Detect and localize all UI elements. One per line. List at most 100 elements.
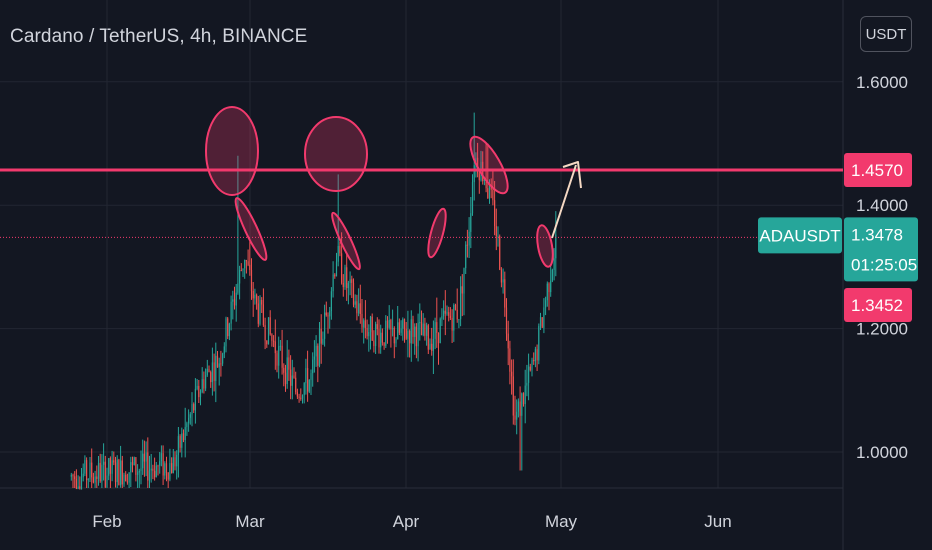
- candle-down-body: [427, 325, 429, 350]
- candle-up-body: [335, 261, 338, 277]
- highlight-circle: [304, 116, 368, 192]
- candle-up-body: [191, 404, 193, 415]
- candle-down-body: [249, 264, 251, 270]
- candle-down-body: [507, 333, 509, 349]
- candle-up-body: [313, 356, 315, 360]
- candle-up-body: [534, 349, 536, 362]
- candle-up-body: [215, 355, 217, 381]
- candle-down-body: [403, 319, 406, 329]
- candle-down-body: [121, 460, 123, 485]
- candle-down-body: [449, 315, 451, 318]
- candle-down-body: [500, 269, 502, 283]
- time-axis[interactable]: Feb Mar Apr May Jun: [92, 512, 731, 531]
- candle-down-body: [393, 327, 395, 344]
- candle-down-body: [351, 279, 353, 283]
- candle-up-body: [140, 468, 142, 471]
- candle-down-body: [514, 415, 516, 420]
- candle-down-body: [424, 323, 426, 336]
- candle-down-body: [376, 324, 378, 329]
- candle-up-body: [108, 458, 110, 476]
- candle-down-body: [327, 315, 329, 317]
- candle-up-body: [286, 357, 288, 385]
- candle-down-body: [165, 463, 168, 473]
- current-price-label: 1.3478: [851, 225, 903, 244]
- candle-up-body: [211, 362, 213, 383]
- symbol-label: ADAUSDT: [759, 226, 840, 245]
- candle-up-body: [407, 330, 409, 339]
- candle-up-body: [89, 462, 91, 480]
- candle-up-body: [392, 327, 394, 330]
- candle-down-body: [325, 312, 327, 316]
- candle-up-body: [128, 472, 130, 483]
- candle-down-body: [342, 282, 344, 288]
- candle-down-body: [284, 372, 287, 384]
- drawings[interactable]: [0, 106, 843, 271]
- candle-up-body: [239, 270, 241, 284]
- candle-up-body: [453, 304, 455, 331]
- candle-down-body: [104, 461, 106, 488]
- candle-down-body: [203, 379, 205, 389]
- candle-up-body: [305, 368, 307, 384]
- price-tick-label: 1.6000: [856, 73, 908, 92]
- candle-down-body: [300, 397, 302, 399]
- candle-up-body: [199, 392, 202, 398]
- candle-up-body: [194, 388, 196, 411]
- candle-down-body: [352, 283, 355, 305]
- candle-up-body: [189, 414, 191, 418]
- candle-down-body: [390, 320, 392, 330]
- candle-down-body: [373, 340, 375, 346]
- candle-up-body: [205, 375, 207, 389]
- candle-down-body: [386, 320, 389, 328]
- candle-up-body: [97, 462, 100, 479]
- candle-up-body: [322, 338, 324, 344]
- candle-down-body: [409, 330, 411, 344]
- candle-down-body: [245, 260, 247, 262]
- candle-down-body: [456, 309, 458, 320]
- candle-up-body: [388, 320, 390, 328]
- candle-down-body: [529, 366, 531, 371]
- candle-down-body: [233, 299, 236, 306]
- candle-down-body: [478, 173, 480, 181]
- candle-down-body: [307, 368, 309, 392]
- candle-up-body: [488, 185, 491, 199]
- candle-up-body: [232, 299, 234, 302]
- currency-button[interactable]: USDT: [860, 16, 912, 52]
- candle-up-body: [181, 433, 183, 448]
- candle-up-body: [470, 213, 472, 232]
- price-axis[interactable]: 1.6000 1.4000 1.2000 1.0000: [856, 73, 908, 462]
- candle-down-body: [485, 179, 487, 189]
- candle-down-body: [548, 283, 550, 293]
- candle-down-body: [131, 462, 134, 465]
- candle-down-body: [216, 355, 219, 368]
- candle-up-body: [553, 258, 555, 270]
- candle-up-body: [363, 320, 365, 328]
- candle-up-body: [70, 474, 72, 477]
- candle-down-body: [466, 244, 468, 246]
- candle-down-body: [152, 468, 154, 471]
- time-tick-label: Apr: [393, 512, 420, 531]
- candle-up-body: [242, 268, 244, 271]
- candle-down-body: [533, 360, 535, 362]
- candle-down-body: [118, 459, 120, 486]
- candle-up-body: [465, 244, 467, 269]
- candle-up-body: [254, 294, 256, 299]
- candle-down-body: [86, 460, 88, 481]
- candle-up-body: [429, 343, 431, 350]
- candle-up-body: [259, 300, 261, 324]
- candle-up-body: [172, 457, 174, 474]
- candle-up-body: [310, 373, 312, 380]
- candle-down-body: [334, 274, 336, 277]
- candle-up-body: [177, 436, 179, 455]
- time-tick-label: Jun: [704, 512, 731, 531]
- marked-price-label: 1.3452: [851, 296, 903, 315]
- candle-down-body: [487, 188, 489, 199]
- candle-down-body: [264, 325, 266, 341]
- candle-down-body: [359, 303, 361, 314]
- candle-up-body: [354, 301, 356, 305]
- highlight-ellipse: [234, 197, 268, 261]
- candle-up-body: [432, 338, 434, 351]
- candle-down-body: [227, 318, 229, 337]
- candle-down-body: [437, 332, 440, 344]
- candle-up-body: [228, 323, 230, 337]
